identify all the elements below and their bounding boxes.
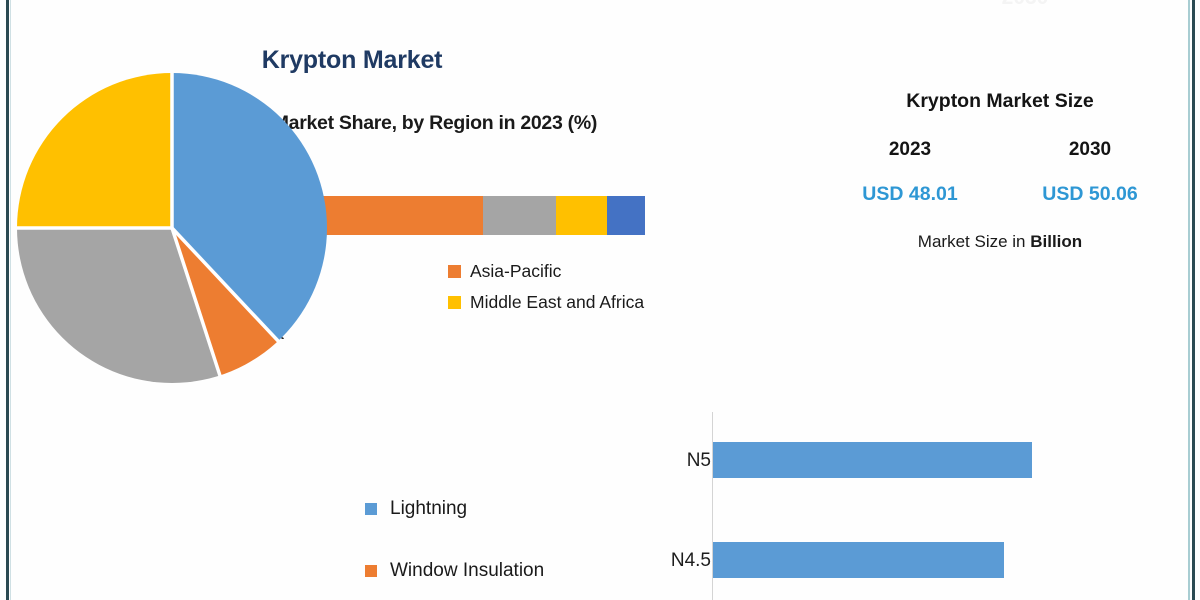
- market-size-panel: Krypton Market Size 2023 2030 USD 48.01 …: [820, 90, 1190, 252]
- legend-row: Window Insulation: [365, 540, 544, 600]
- type-chart-axis: [712, 412, 713, 600]
- legend-swatch-icon: [365, 503, 377, 515]
- legend-label: Lightning: [390, 498, 468, 519]
- market-size-year-base: 2023: [888, 139, 932, 160]
- application-pie-separators: [17, 73, 281, 377]
- market-size-footnote-prefix: Market Size in: [917, 232, 1031, 251]
- legend-swatch-icon: [448, 296, 461, 309]
- market-size-heading: Krypton Market Size: [906, 90, 1094, 112]
- legend-label: Middle East and Africa: [470, 292, 645, 312]
- page-title: Krypton Market: [261, 46, 443, 74]
- market-size-value-base: USD 48.01: [862, 183, 958, 205]
- type-bar: [713, 542, 1004, 578]
- legend-swatch-icon: [448, 265, 461, 278]
- frame-border-right: [1192, 0, 1195, 600]
- legend-item-window-insulation[interactable]: Window Insulation: [365, 560, 544, 582]
- region-segment: [556, 196, 607, 235]
- legend-item-middle-east-and-africa[interactable]: Middle East and Africa: [448, 292, 644, 313]
- market-size-years: 2023 2030: [820, 139, 1180, 161]
- cut-off-top-text: 2030: [955, 0, 1095, 10]
- type-category-label: N5: [686, 450, 711, 471]
- frame-border-right-inner: [1188, 0, 1190, 600]
- market-size-year-forecast: 2030: [1068, 139, 1112, 160]
- market-size-values: USD 48.01 USD 50.06: [820, 183, 1180, 206]
- type-bar: [713, 442, 1032, 478]
- type-category-label: N4.5: [670, 550, 711, 571]
- legend-label: Asia-Pacific: [470, 261, 562, 281]
- legend-item-lightning[interactable]: Lightning: [365, 498, 467, 520]
- application-chart-legend: Lightning Window Insulation: [365, 478, 544, 600]
- market-size-footnote: Market Size in Billion: [820, 232, 1180, 252]
- legend-swatch-icon: [365, 565, 377, 577]
- market-size-value-forecast: USD 50.06: [1042, 183, 1138, 205]
- frame-border-left-inner: [10, 0, 11, 600]
- legend-label: Window Insulation: [390, 560, 545, 581]
- region-segment: [606, 196, 645, 235]
- frame-border-left: [6, 0, 9, 600]
- region-chart-title: Krypton Market Share, by Region in 2023 …: [194, 112, 598, 134]
- market-size-footnote-unit: Billion: [1030, 232, 1083, 251]
- legend-row: Lightning: [365, 478, 544, 540]
- legend-item-asia-pacific[interactable]: Asia-Pacific: [448, 261, 561, 282]
- region-segment: [483, 196, 557, 235]
